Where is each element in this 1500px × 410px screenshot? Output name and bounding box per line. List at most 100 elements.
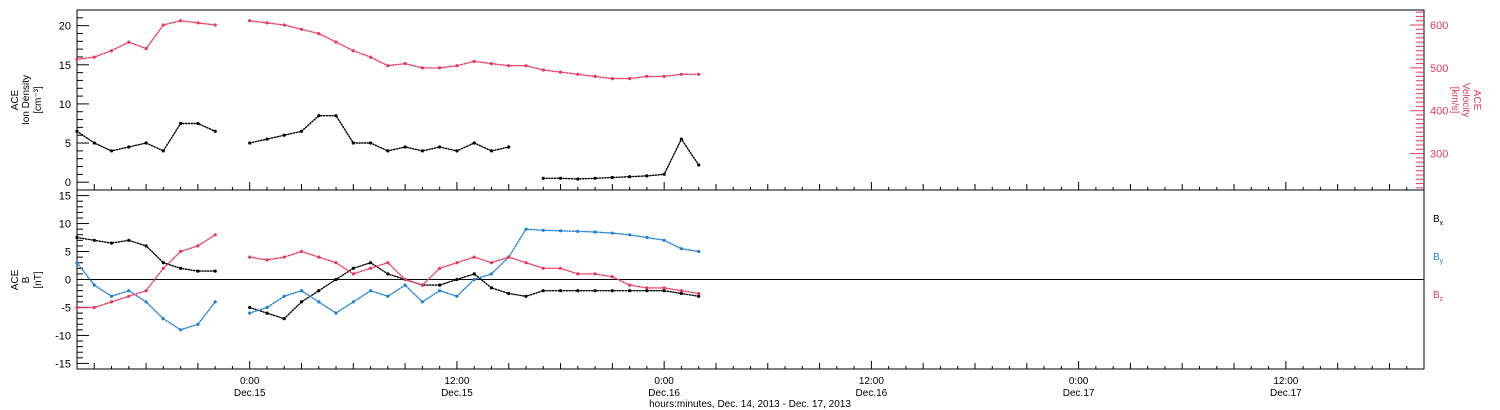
time-tick-label: 0:00 [654,376,674,387]
data-point-bx [265,311,269,315]
data-point-bz [541,266,545,270]
time-tick-label: 0:00 [240,376,260,387]
data-point-by [213,300,217,304]
data-point-bx [455,277,459,282]
data-point-velocity [369,55,373,59]
data-point-ion-density [351,141,355,145]
data-point-by [455,294,459,298]
data-point-bz [127,294,131,298]
data-point-velocity [92,55,96,59]
data-point-by [558,229,563,233]
data-point-velocity [196,21,200,25]
data-point-bx [369,261,373,265]
data-point-ion-density [455,149,459,153]
data-point-by [541,228,545,232]
date-tick-label: Dec.17 [1063,388,1095,399]
data-point-velocity [472,59,476,64]
data-point-by [92,283,96,287]
data-point-ion-density [420,149,424,153]
data-point-bx [645,289,649,293]
data-point-bz [524,261,528,265]
data-point-ion-density [472,141,476,145]
data-point-bz [645,286,649,290]
data-point-by [265,305,269,310]
data-point-bz [282,255,286,259]
data-point-velocity [161,23,165,27]
data-point-by [403,283,407,287]
density-axis-units: [cm⁻³] [33,86,44,114]
data-point-bz [109,300,114,304]
data-point-bx [75,235,79,240]
top-right-axis: 300 400 500 600 [1410,11,1448,189]
top-left-axis: 0 5 10 15 20 [59,17,89,189]
data-point-bz [299,249,304,254]
data-point-bz [161,266,165,270]
b-axis-units: [nT] [33,271,44,288]
data-point-by [282,294,286,298]
data-point-bz [369,266,373,270]
data-point-ion-density [541,176,545,180]
data-point-bx [610,289,614,293]
data-point-bz [403,277,407,282]
data-point-ion-density [75,129,79,133]
data-point-bx [334,277,338,282]
data-point-velocity [662,74,666,78]
data-point-bx [662,289,666,293]
density-tick-label: 5 [65,138,71,150]
data-point-bx [282,317,286,321]
data-point-velocity [610,77,614,81]
data-point-velocity [593,74,597,78]
data-point-ion-density [558,176,563,180]
time-axis: 0:00Dec.1512:00Dec.150:00Dec.1612:00Dec.… [93,182,1408,399]
data-point-bz [438,266,442,270]
data-point-velocity [127,40,131,44]
data-point-ion-density [334,114,338,118]
data-point-velocity [334,40,338,44]
data-point-bz [265,258,269,262]
data-point-ion-density [161,149,165,153]
data-point-bz [679,289,684,293]
data-point-by [299,289,304,293]
data-point-ion-density [610,175,614,180]
data-point-velocity [179,19,183,23]
data-point-bz [248,255,252,259]
data-point-bx [179,266,183,270]
data-point-bx [127,238,131,242]
b-tick-label: 10 [59,219,71,231]
data-point-ion-density [507,145,511,149]
data-point-by [334,311,338,315]
data-point-velocity [265,21,269,25]
data-point-by [576,229,580,233]
data-point-bx [438,283,442,287]
b-tick-label: 5 [65,247,71,259]
data-point-velocity [489,62,494,66]
magnetic-field-panel: -15 -10 -5 0 5 10 15 ACE B [nT] Bx By Bz [10,189,1444,370]
data-point-bz [558,266,563,270]
b-tick-label: 15 [59,191,71,203]
data-point-by [472,277,476,282]
data-point-ion-density [438,145,442,149]
data-point-ion-density [317,114,321,118]
data-point-bz [75,305,79,310]
data-point-bz [317,255,321,259]
density-tick-label: 0 [65,177,71,189]
data-point-bx [386,272,390,276]
data-point-bz [196,244,200,248]
velocity-axis-units: [km/s] [1449,87,1460,114]
data-point-ion-density [489,149,494,153]
legend-by-label: B [1433,252,1440,263]
data-point-bz [489,261,494,265]
data-point-bz [576,272,580,276]
data-point-by [317,300,321,304]
date-tick-label: Dec.15 [234,388,266,399]
data-point-bz [628,283,632,287]
data-point-bz [662,286,666,290]
legend-bz: Bz [1433,290,1444,303]
data-point-velocity [558,70,563,74]
data-point-velocity [455,64,459,68]
data-point-by [489,272,494,276]
data-point-velocity [507,64,511,68]
data-point-velocity [213,23,217,27]
data-point-bx [299,300,304,304]
